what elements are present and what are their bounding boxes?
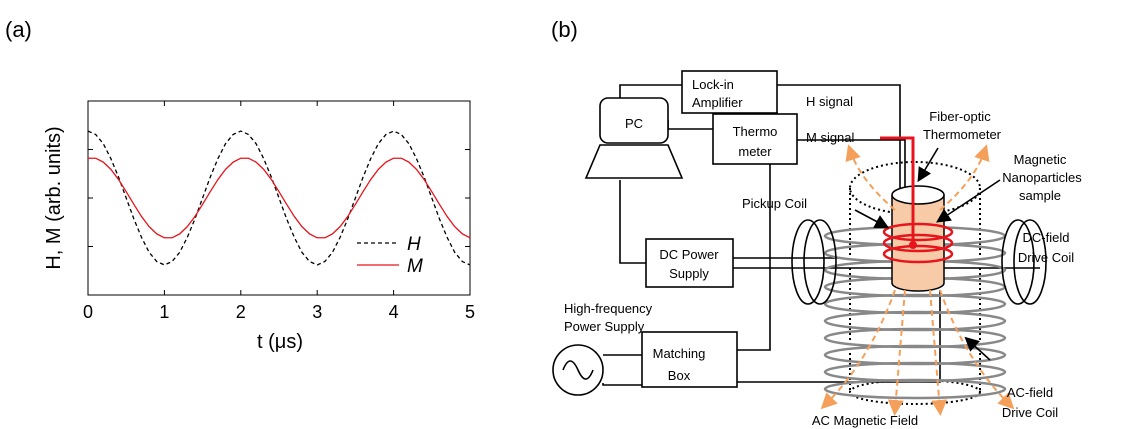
x-axis-label: t (μs) [257,331,303,353]
label: AC-field [1007,385,1053,400]
x-tick-label: 1 [159,302,169,322]
pc-base [584,144,684,179]
label: High-frequency [564,301,653,316]
label: Fiber-optic [929,109,991,124]
line-series [88,157,471,239]
label: sample [1019,188,1061,203]
pointer [854,147,1001,361]
label: H signal [806,94,853,109]
sample [891,195,945,292]
label: meter [738,144,772,159]
label: Power Supply [564,319,645,334]
line-series [87,130,471,266]
x-tick-label: 2 [236,302,246,322]
panel-label: (a) [5,17,32,42]
fiber-tip [909,241,917,249]
y-axis-label: H, M (arb. units) [43,126,65,269]
legend-label: H [407,234,421,255]
label: Drive Coil [1018,250,1074,265]
fiber [880,136,915,245]
pickup-coil [882,222,954,264]
x-tick-label: 3 [312,302,322,322]
label: Supply [669,266,709,281]
label: Matching [653,346,706,361]
matching-box [641,331,738,388]
label: Amplifier [692,95,743,110]
label: M signal [806,130,855,145]
label: PC [625,116,643,131]
field-boundary [849,379,981,405]
label: Lock-in [692,77,734,92]
x-tick-label: 4 [389,302,399,322]
x-tick-label: 5 [465,302,475,322]
label: AC Magnetic Field [812,413,918,428]
field-line [820,144,1015,416]
label: Box [668,368,691,383]
label: Thermo [733,124,778,139]
label: DC Power [659,247,719,262]
legend-label: M [407,256,423,277]
dc-coil [791,219,1047,305]
panel-a: (a) t (μs) H, M (arb. units) 0 1 2 3 4 5 HM [5,17,475,353]
thermometer-box [712,113,798,165]
label: Thermometer [923,127,1002,142]
label: DC-field [1023,230,1070,245]
ac-source-symbol [562,360,594,380]
label: Drive Coil [1002,405,1058,420]
sample-top [891,185,945,205]
label: Nanoparticles [1002,170,1082,185]
field-boundary [849,188,981,392]
panel-b: (b) [551,17,1082,428]
lock-in-box [681,70,778,114]
panel-label: (b) [551,17,578,42]
label: Magnetic [1014,152,1067,167]
label: Pickup Coil [742,196,807,211]
pc-monitor [599,97,669,144]
dc-supply-box [645,238,734,288]
x-tick-label: 0 [83,302,93,322]
